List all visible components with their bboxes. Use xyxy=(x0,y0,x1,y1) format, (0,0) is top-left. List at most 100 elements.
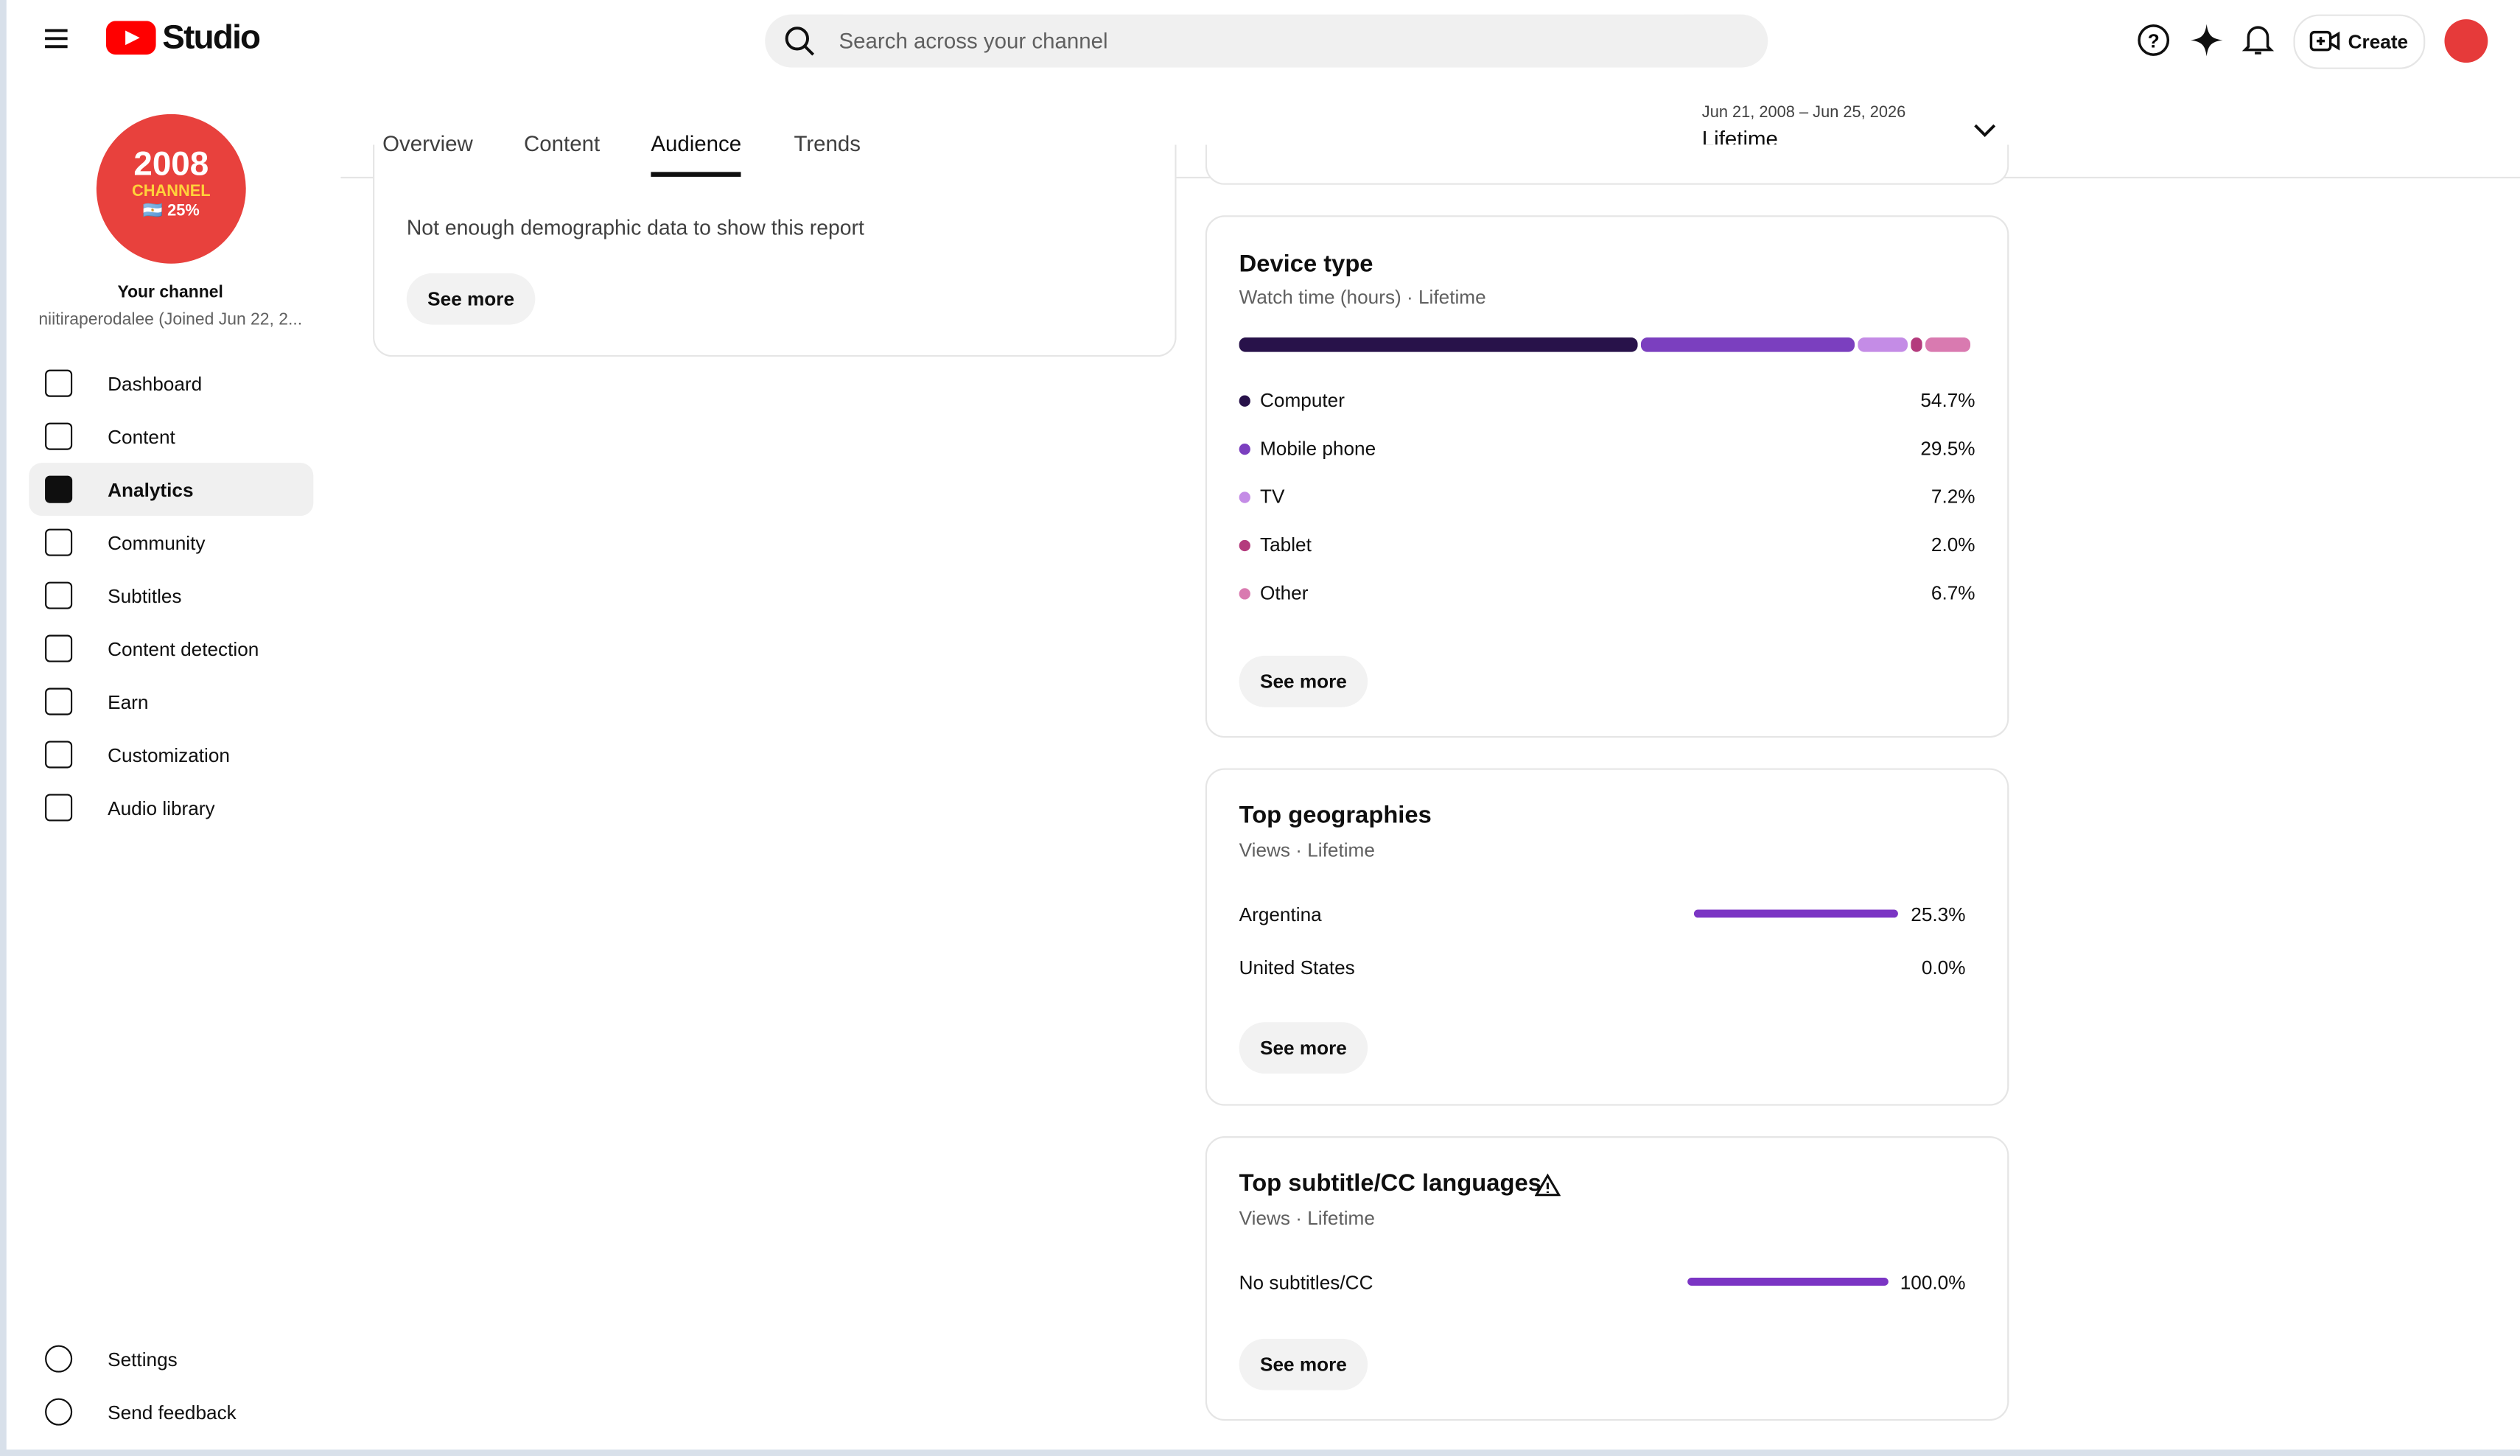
nav-label: Analytics xyxy=(108,478,194,502)
notifications-icon[interactable] xyxy=(2240,21,2275,56)
avatar-line: 🇦🇷 25% xyxy=(142,202,200,220)
card-title: Top geographies xyxy=(1239,802,1432,830)
avatar-line: 2008 xyxy=(133,146,209,183)
nav-item[interactable]: Subtitles xyxy=(29,569,313,622)
legend-dot xyxy=(1239,443,1250,455)
nav-item[interactable]: Community xyxy=(29,516,313,569)
subtitles-card: Top subtitle/CC languages Views · Lifeti… xyxy=(1205,1136,2009,1421)
nav-item[interactable]: Settings xyxy=(29,1332,313,1385)
avatar-line: CHANNEL xyxy=(131,183,211,201)
account-avatar[interactable] xyxy=(2444,19,2488,63)
tab-underline xyxy=(651,172,742,176)
youtube-logo[interactable] xyxy=(105,21,158,56)
create-button[interactable]: Create xyxy=(2293,14,2426,69)
nav-icon xyxy=(45,422,73,450)
device-bar-segment xyxy=(1640,337,1855,352)
nav-label: Earn xyxy=(108,690,149,714)
nav-icon xyxy=(45,741,73,769)
nav-item[interactable]: Earn xyxy=(29,675,313,728)
nav-icon xyxy=(45,528,73,556)
nav-item[interactable]: Send feedback xyxy=(29,1385,313,1438)
item-name: United States xyxy=(1239,956,1355,979)
device-row: Other 6.7% xyxy=(1239,580,1975,606)
channel-title: Your channel xyxy=(117,282,223,303)
date-range[interactable]: Jun 21, 2008 – Jun 25, 2026 xyxy=(1701,104,1906,122)
demographics-card: Not enough demographic data to show this… xyxy=(373,144,1177,357)
search-placeholder: Search across your channel xyxy=(839,29,1108,53)
create-icon xyxy=(2309,30,2340,52)
empty-message: Not enough demographic data to show this… xyxy=(406,215,864,239)
device-row: TV 7.2% xyxy=(1239,484,1975,510)
device-name: TV xyxy=(1259,485,1285,508)
tab[interactable]: Content xyxy=(524,131,601,156)
legend-dot xyxy=(1239,491,1250,503)
spark-icon[interactable] xyxy=(2189,23,2225,58)
nav-label: Audio library xyxy=(108,797,215,820)
nav-item[interactable]: Content xyxy=(29,410,313,463)
see-more-button[interactable]: See more xyxy=(1239,1338,1368,1390)
card-subtitle: Views · Lifetime xyxy=(1239,1207,1375,1230)
search-icon xyxy=(785,27,815,56)
card-subtitle: Views · Lifetime xyxy=(1239,839,1375,862)
item-name: Argentina xyxy=(1239,903,1322,926)
svg-text:?: ? xyxy=(2148,29,2160,52)
see-more-button[interactable]: See more xyxy=(406,273,536,325)
device-name: Other xyxy=(1259,581,1309,605)
device-bar-segment xyxy=(1910,337,1922,352)
menu-icon[interactable] xyxy=(42,26,71,52)
see-more-button[interactable]: See more xyxy=(1239,1022,1368,1074)
warning-icon[interactable] xyxy=(1534,1173,1561,1197)
nav-label: Dashboard xyxy=(108,373,203,396)
device-value: 29.5% xyxy=(1920,437,1975,460)
logo-text[interactable]: Studio xyxy=(162,19,261,57)
nav-icon xyxy=(45,687,73,715)
device-row: Mobile phone 29.5% xyxy=(1239,435,1975,461)
tab[interactable]: Trends xyxy=(794,131,861,156)
nav-icon xyxy=(45,1398,73,1426)
previous-card xyxy=(1205,144,2009,185)
channel-avatar[interactable]: 2008 CHANNEL 🇦🇷 25% xyxy=(96,113,246,264)
item-name: No subtitles/CC xyxy=(1239,1271,1373,1294)
card-subtitle: Watch time (hours) · Lifetime xyxy=(1239,286,1486,309)
tab[interactable]: Overview xyxy=(382,131,473,156)
nav-label: Send feedback xyxy=(108,1401,237,1424)
nav-item[interactable]: Dashboard xyxy=(29,357,313,410)
nav-item[interactable]: Analytics xyxy=(29,463,314,517)
nav-item[interactable]: Content detection xyxy=(29,622,313,675)
device-bar-segment xyxy=(1925,337,1972,352)
device-row: Tablet 2.0% xyxy=(1239,532,1975,558)
item-bar xyxy=(1687,1277,1889,1286)
nav-icon xyxy=(45,369,73,397)
channel-subtitle: niitiraperodalee (Joined Jun 22, 2... xyxy=(38,309,303,330)
device-value: 7.2% xyxy=(1931,485,1975,508)
device-name: Computer xyxy=(1259,388,1345,412)
item-bar xyxy=(1693,909,1898,918)
device-name: Tablet xyxy=(1259,533,1312,556)
item-value: 25.3% xyxy=(1911,903,1966,926)
help-icon[interactable]: ? xyxy=(2136,23,2171,58)
tab[interactable]: Audience xyxy=(651,132,742,176)
nav-icon xyxy=(45,475,73,503)
device-row: Computer 54.7% xyxy=(1239,388,1975,413)
nav-label: Subtitles xyxy=(108,584,182,608)
card-title: Top subtitle/CC languages xyxy=(1239,1169,1541,1197)
device-bar-segment xyxy=(1857,337,1908,352)
dropdown-icon[interactable] xyxy=(1970,119,1999,141)
nav-label: Content detection xyxy=(108,637,259,661)
legend-dot xyxy=(1239,539,1250,552)
see-more-button[interactable]: See more xyxy=(1239,655,1368,707)
item-value: 100.0% xyxy=(1900,1271,1966,1294)
nav-icon xyxy=(45,1345,73,1373)
card-title: Device type xyxy=(1239,251,1373,279)
nav-label: Settings xyxy=(108,1348,178,1371)
device-value: 6.7% xyxy=(1931,581,1975,605)
search-box[interactable]: Search across your channel xyxy=(765,14,1768,68)
device-type-card: Device type Watch time (hours) · Lifetim… xyxy=(1205,215,2009,738)
nav-label: Community xyxy=(108,531,206,555)
device-value: 2.0% xyxy=(1931,533,1975,556)
nav-item[interactable]: Audio library xyxy=(29,781,313,834)
legend-dot xyxy=(1239,395,1250,407)
nav-item[interactable]: Customization xyxy=(29,728,313,781)
nav-label: Customization xyxy=(108,743,230,767)
